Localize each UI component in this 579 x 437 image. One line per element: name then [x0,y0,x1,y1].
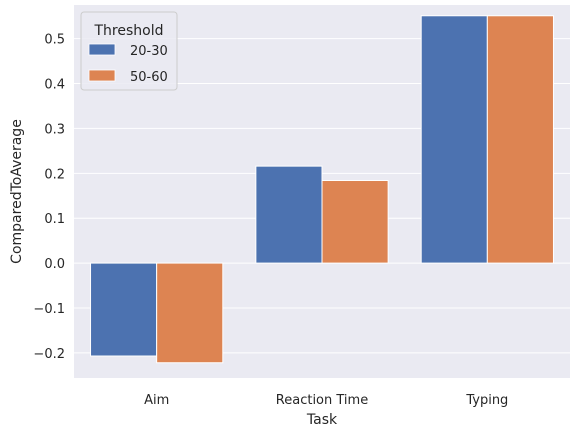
legend-items: 20-30 50-60 [88,43,168,85]
x-tick-label: Typing [465,393,508,408]
y-tick-label: 0.2 [44,167,65,182]
y-tick-label: 0.5 [44,33,65,48]
legend-swatch [88,43,116,56]
y-tick-label: −0.2 [33,347,65,362]
legend: Threshold 20-30 50-60 [80,11,178,91]
y-tick-labels: −0.2 −0.1 0.0 0.1 0.2 0.3 0.4 0.5 [33,33,65,362]
y-tick-label: 0.1 [44,212,65,227]
bar [90,262,158,357]
y-tick-label: 0.3 [44,122,65,137]
y-tick-label: 0.4 [44,78,65,93]
y-tick-label: −0.1 [33,302,65,317]
bar [255,165,323,264]
bar [420,15,488,264]
bar [321,180,389,264]
legend-label: 20-30 [130,44,168,59]
bars [90,15,554,364]
bar [486,15,554,264]
legend-swatch [88,69,116,82]
legend-label: 50-60 [130,70,168,85]
y-axis-label: ComparedToAverage [9,119,25,264]
x-axis-label: Task [306,412,338,428]
bar [156,262,224,364]
x-tick-labels: Aim Reaction Time Typing [144,393,508,408]
legend-title: Threshold [94,23,164,39]
x-tick-label: Reaction Time [276,393,368,408]
y-tick-label: 0.0 [44,257,65,272]
x-tick-label: Aim [144,393,169,408]
